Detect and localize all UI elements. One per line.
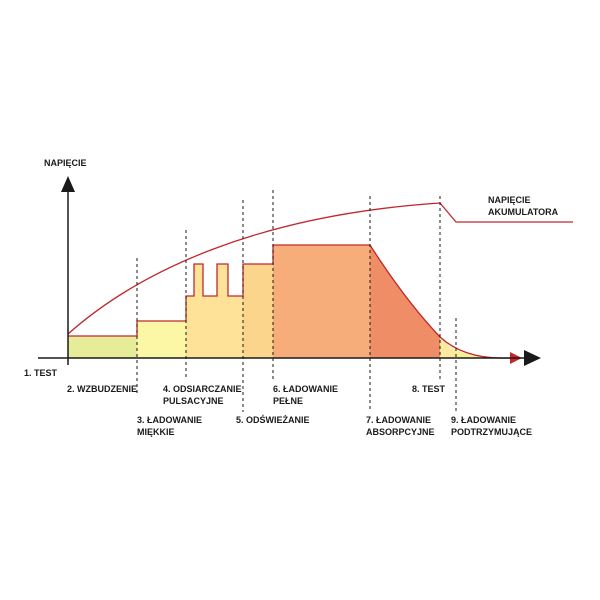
phase-area-wzbudzenie (68, 336, 137, 358)
voltage-label-line2: AKUMULATORA (488, 207, 559, 217)
phase-label-odsiarczanie-2: PULSACYJNE (163, 396, 224, 406)
phase-area-odsiarczanie (186, 264, 243, 358)
phase-label-ladowanie-podtrzymujace-2: PODTRZYMUJĄCE (451, 427, 532, 437)
voltage-label-line1: NAPIĘCIE (488, 195, 531, 205)
phase-label-test-8: 8. TEST (412, 384, 446, 394)
x-axis-arrow (524, 350, 541, 366)
phase-label-ladowanie-miekkie: 3. ŁADOWANIE (137, 415, 202, 425)
phase-area-odswiezanie (243, 264, 273, 358)
phase-label-ladowanie-pelne: 6. ŁADOWANIE (273, 384, 338, 394)
phase-area-ladowanie-podtrzymujace (456, 350, 488, 358)
phase-area-ladowanie-absorpcyjne (370, 245, 440, 358)
phase-area-ladowanie-miekkie (137, 321, 186, 358)
current-profile-line (68, 244, 511, 359)
phase-label-wzbudzenie: 2. WZBUDZENIE (67, 384, 137, 394)
y-axis-arrow (61, 176, 75, 192)
phase-area-test-8 (440, 337, 456, 358)
phase-label-odswiezanie: 5. ODŚWIEŻANIE (236, 414, 310, 425)
phase-label-ladowanie-podtrzymujace: 9. ŁADOWANIE (451, 415, 516, 425)
phase-area-ladowanie-pelne (273, 245, 370, 358)
phase-label-ladowanie-absorpcyjne: 7. ŁADOWANIE (366, 415, 431, 425)
phase-label-ladowanie-absorpcyjne-2: ABSORPCYJNE (366, 427, 435, 437)
phase-label-odsiarczanie: 4. ODSIARCZANIE (163, 384, 242, 394)
test-1-label: 1. TEST (24, 368, 58, 378)
phase-label-ladowanie-miekkie-2: MIĘKKIE (137, 427, 175, 437)
y-axis-label: NAPIĘCIE (44, 158, 87, 168)
battery-voltage-curve (67, 202, 573, 335)
phase-label-ladowanie-pelne-2: PEŁNE (273, 396, 303, 406)
